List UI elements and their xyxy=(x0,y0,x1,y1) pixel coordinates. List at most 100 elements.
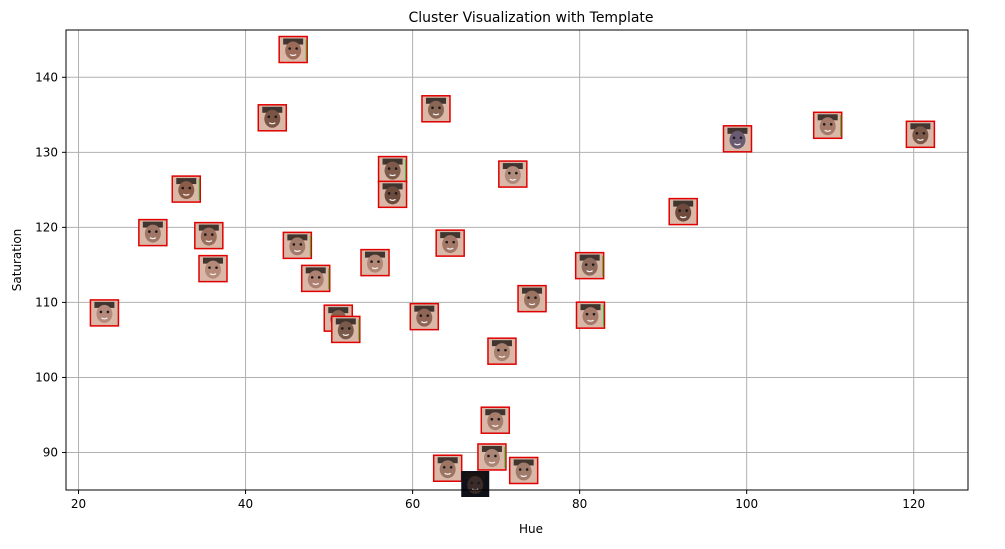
smile-shape xyxy=(509,178,517,181)
smile-shape xyxy=(586,270,593,273)
eye-shape xyxy=(515,171,518,175)
face-point xyxy=(89,299,120,327)
face-point xyxy=(517,284,547,313)
x-tick-label: 40 xyxy=(238,497,253,511)
y-tick-label: 120 xyxy=(35,220,58,234)
eye-shape xyxy=(922,132,926,135)
eye-shape xyxy=(394,167,398,170)
face-shape xyxy=(912,126,929,145)
face-shape xyxy=(200,227,217,246)
eye-shape xyxy=(822,123,826,126)
eye-shape xyxy=(419,314,423,317)
eye-shape xyxy=(591,263,595,266)
face-point xyxy=(508,456,539,485)
smile-shape xyxy=(312,282,320,285)
eye-shape xyxy=(442,465,446,469)
face-shape xyxy=(178,181,195,200)
smile-shape xyxy=(528,303,536,306)
grid-layer xyxy=(66,30,968,490)
face-point xyxy=(574,251,605,280)
smile-shape xyxy=(149,237,157,240)
smile-shape xyxy=(289,53,297,57)
eye-shape xyxy=(534,296,537,299)
eye-shape xyxy=(292,243,296,246)
face-shape xyxy=(285,41,302,60)
eye-shape xyxy=(732,136,736,140)
face-point xyxy=(198,254,228,283)
points-layer xyxy=(89,35,936,497)
eye-shape xyxy=(99,310,103,314)
eye-shape xyxy=(340,327,344,330)
plot-frame xyxy=(65,29,969,491)
eye-shape xyxy=(487,454,490,458)
smile-shape xyxy=(209,273,217,276)
eye-shape xyxy=(490,417,494,421)
eye-shape xyxy=(299,243,303,246)
face-shape xyxy=(819,117,836,136)
x-tick-label: 20 xyxy=(71,497,86,511)
face-shape xyxy=(427,100,444,119)
smile-shape xyxy=(587,319,594,322)
y-tick-label: 90 xyxy=(43,445,58,459)
x-tick-label: 120 xyxy=(902,497,925,511)
eye-shape xyxy=(426,314,430,317)
y-tick-label: 130 xyxy=(35,145,58,159)
face-shape xyxy=(96,304,113,323)
eye-shape xyxy=(685,209,689,212)
smile-shape xyxy=(432,113,440,116)
y-tick-label: 110 xyxy=(35,295,58,309)
smile-shape xyxy=(342,333,350,337)
face-shape xyxy=(416,308,433,327)
eye-shape xyxy=(267,115,271,119)
eye-shape xyxy=(394,192,398,195)
eye-shape xyxy=(377,260,380,263)
smile-shape xyxy=(371,267,379,270)
eye-shape xyxy=(678,209,682,212)
face-shape xyxy=(504,166,521,185)
face-point xyxy=(377,155,408,184)
face-point xyxy=(360,248,390,277)
y-tick-label: 140 xyxy=(35,70,58,84)
eye-shape xyxy=(204,233,207,236)
eye-shape xyxy=(215,266,218,269)
face-shape xyxy=(442,235,459,254)
smile-shape xyxy=(420,321,428,324)
chart-title: Cluster Visualization with Template xyxy=(408,10,653,26)
face-shape xyxy=(515,462,532,481)
face-point xyxy=(477,443,507,471)
smile-shape xyxy=(917,138,924,141)
eye-shape xyxy=(518,468,522,471)
face-point xyxy=(722,125,753,153)
eye-shape xyxy=(527,296,530,299)
hair-shape xyxy=(513,459,534,466)
face-point xyxy=(421,95,451,123)
smile-shape xyxy=(389,198,396,201)
eye-shape xyxy=(295,47,298,50)
eye-shape xyxy=(739,136,743,140)
smile-shape xyxy=(205,240,213,243)
face-shape xyxy=(493,343,510,362)
face-shape xyxy=(439,460,456,479)
eye-shape xyxy=(431,106,434,110)
face-shape xyxy=(204,260,221,279)
eye-shape xyxy=(504,348,507,352)
eye-shape xyxy=(288,47,291,50)
face-shape xyxy=(581,257,598,276)
face-point xyxy=(461,470,490,497)
face-point xyxy=(432,454,463,482)
face-point xyxy=(300,264,331,293)
y-tick-label: 100 xyxy=(35,370,58,384)
eye-shape xyxy=(438,106,441,110)
smile-shape xyxy=(446,247,454,250)
eye-shape xyxy=(494,454,497,458)
eye-shape xyxy=(387,192,391,195)
smile-shape xyxy=(520,474,528,478)
eye-shape xyxy=(347,327,351,330)
eye-shape xyxy=(106,310,110,314)
face-point xyxy=(278,35,308,64)
smile-shape xyxy=(488,461,496,464)
face-shape xyxy=(729,130,746,149)
face-shape xyxy=(144,224,161,243)
